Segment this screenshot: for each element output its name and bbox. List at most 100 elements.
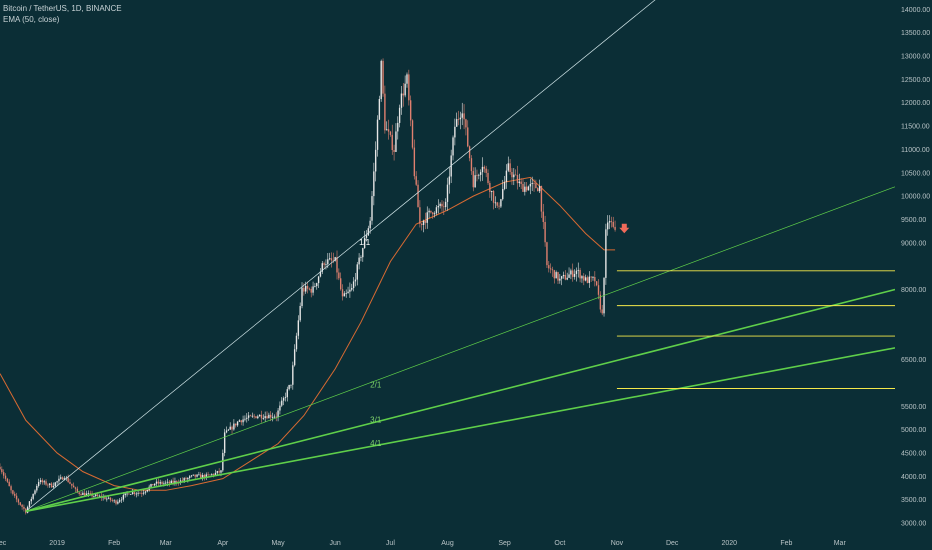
candle-body	[339, 278, 342, 290]
candle-body	[513, 174, 515, 178]
candle-body	[0, 466, 1, 470]
candle-body	[549, 268, 552, 270]
y-tick-label: 9500.00	[901, 217, 926, 224]
candle-body	[60, 477, 62, 479]
candle-body	[2, 472, 5, 476]
candle-body	[316, 283, 318, 287]
candle-body	[12, 490, 14, 494]
candle-body	[583, 276, 585, 281]
candle-body	[301, 287, 303, 306]
candle-body	[299, 305, 301, 321]
candle-body	[1, 469, 3, 473]
candle-body	[525, 186, 528, 191]
candle-body	[159, 482, 161, 484]
candle-body	[80, 494, 82, 495]
candle-body	[356, 264, 358, 280]
time-axis[interactable]: Dec 2019 Feb Mar Apr May Jun Jul Aug Sep Oct Nov Dec…	[0, 540, 846, 547]
candle-body	[28, 501, 31, 507]
candle-body	[163, 483, 165, 485]
candle-body	[374, 149, 377, 172]
candle-body	[188, 476, 191, 478]
candle-body	[229, 426, 231, 430]
candle-body	[172, 480, 174, 483]
candle-body	[286, 389, 288, 398]
candle-body	[548, 265, 550, 269]
candle-body	[161, 482, 163, 484]
candle-body	[358, 257, 360, 265]
y-tick-label: 12000.00	[901, 100, 930, 107]
candle-body	[562, 274, 565, 277]
candle-body	[430, 210, 432, 213]
candle-body	[391, 134, 393, 151]
candle-body	[347, 291, 349, 294]
candle-body	[402, 93, 405, 96]
candle-body	[479, 172, 482, 175]
candle-body	[247, 415, 250, 418]
candle-body	[533, 183, 535, 184]
candle-body	[332, 260, 335, 262]
y-tick-label: 10000.00	[901, 194, 930, 201]
candle-body	[474, 175, 476, 188]
candle-body	[292, 365, 294, 385]
candle-body	[85, 493, 88, 496]
candle-body	[564, 274, 567, 280]
candle-body	[454, 126, 456, 138]
x-tick-label: Apr	[217, 540, 229, 547]
price-axis[interactable]: 3000.00 3500.00 4000.00 4500.00 5000.00 5500.…	[901, 7, 930, 528]
candle-body	[207, 474, 209, 476]
candle-body	[492, 191, 495, 203]
candle-body	[236, 421, 239, 426]
candle-body	[527, 186, 530, 191]
candle-body	[174, 481, 176, 483]
candle-body	[34, 490, 36, 494]
candle-body	[573, 273, 576, 277]
candle-body	[82, 492, 84, 495]
candle-body	[119, 500, 121, 502]
candle-body	[78, 492, 80, 495]
candle-body	[456, 119, 458, 127]
candle-body	[595, 281, 598, 286]
candle-body	[200, 474, 202, 478]
y-tick-label: 5500.00	[901, 404, 926, 411]
candles-layer	[0, 58, 616, 515]
candle-body	[380, 60, 382, 99]
candle-body	[133, 492, 136, 495]
indicator-label[interactable]: EMA (50, close)	[3, 15, 60, 24]
candle-body	[238, 420, 241, 422]
candle-body	[223, 432, 226, 453]
x-tick-label: 2019	[49, 540, 65, 547]
y-tick-label: 11500.00	[901, 124, 930, 131]
candle-body	[448, 176, 451, 185]
candle-body	[104, 496, 106, 500]
candle-body	[444, 201, 447, 208]
drawings-layer: 1/1 2/1 3/1 4/1	[25, 0, 896, 513]
candle-body	[282, 398, 285, 401]
candle-body	[122, 495, 125, 500]
candle-body	[553, 270, 556, 279]
candle-body	[205, 474, 207, 478]
candle-body	[505, 170, 508, 182]
candle-body	[21, 504, 23, 507]
candle-body	[417, 184, 419, 208]
y-tick-label: 10500.00	[901, 170, 930, 177]
candle-body	[319, 271, 322, 277]
candle-body	[518, 181, 521, 184]
candle-body	[63, 478, 66, 480]
y-tick-label: 6500.00	[901, 357, 926, 364]
y-tick-label: 4500.00	[901, 450, 926, 457]
price-axis-panel[interactable]	[895, 0, 932, 530]
candle-body	[14, 493, 16, 496]
candle-body	[433, 213, 436, 215]
candle-body	[166, 481, 169, 483]
candle-body	[419, 207, 421, 224]
candle-body	[328, 258, 331, 260]
candle-body	[111, 500, 114, 501]
candle-body	[472, 171, 474, 188]
candle-body	[551, 269, 554, 271]
candle-body	[303, 287, 305, 292]
candle-body	[165, 482, 167, 484]
ema-line	[0, 176, 616, 491]
candle-body	[67, 477, 69, 483]
